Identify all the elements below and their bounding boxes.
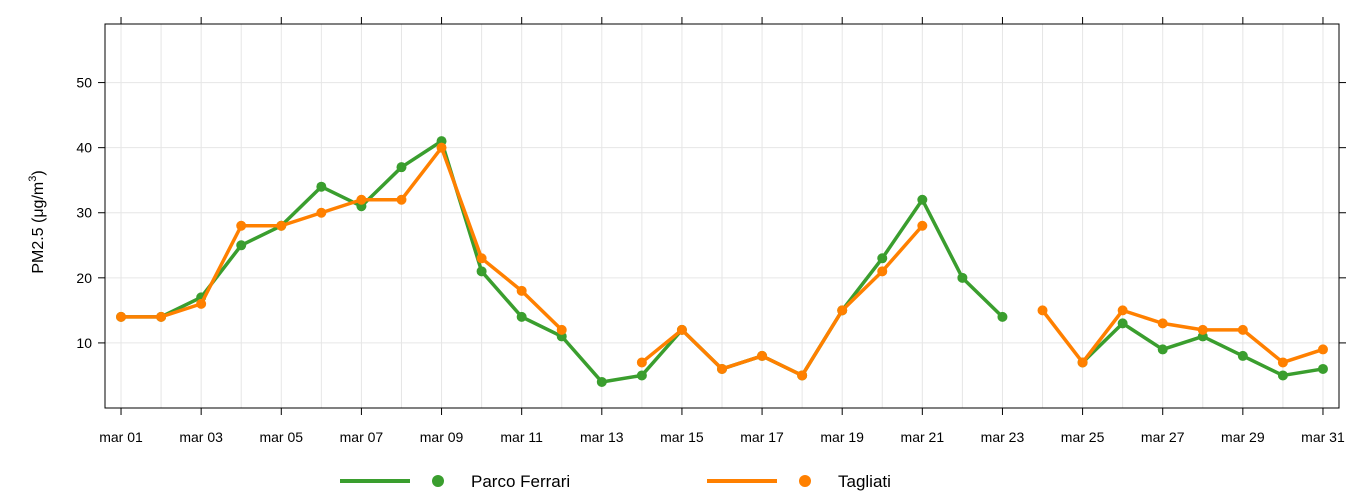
data-point — [1317, 363, 1328, 374]
data-point — [396, 194, 407, 205]
data-point — [837, 305, 848, 316]
x-tick-label: mar 05 — [259, 429, 303, 445]
data-point — [917, 220, 928, 231]
x-tick-label: mar 23 — [981, 429, 1025, 445]
x-tick-label: mar 15 — [660, 429, 704, 445]
data-point — [516, 311, 527, 322]
legend: Parco Ferrari Tagliati — [340, 472, 891, 491]
legend-marker — [432, 475, 444, 487]
y-tick-label: 40 — [76, 140, 92, 156]
data-point — [757, 350, 768, 361]
y-axis-label: PM2.5 (μg/m3) — [27, 170, 47, 273]
x-tick-label: mar 29 — [1221, 429, 1265, 445]
data-point — [316, 207, 327, 218]
data-point — [636, 370, 647, 381]
data-point — [1157, 318, 1168, 329]
x-tick-label: mar 31 — [1301, 429, 1345, 445]
y-tick-label: 50 — [76, 75, 92, 91]
data-point — [476, 266, 487, 277]
data-point — [877, 253, 888, 264]
data-point — [436, 142, 447, 153]
legend-label: Tagliati — [838, 472, 891, 491]
x-tick-label: mar 19 — [820, 429, 864, 445]
data-point — [797, 370, 808, 381]
data-point — [1117, 318, 1128, 329]
data-point — [1157, 344, 1168, 355]
data-point — [476, 253, 487, 264]
data-point — [236, 240, 247, 251]
x-tick-label: mar 01 — [99, 429, 143, 445]
x-tick-label: mar 17 — [740, 429, 784, 445]
data-point — [1037, 305, 1048, 316]
data-point — [1077, 357, 1088, 368]
series-line — [640, 224, 924, 378]
data-point — [997, 311, 1008, 322]
data-point — [877, 266, 888, 277]
gridlines — [105, 24, 1339, 408]
data-point — [957, 272, 968, 283]
y-tick-label: 30 — [76, 205, 92, 221]
data-point — [236, 220, 247, 231]
data-point — [556, 324, 567, 335]
data-point — [1277, 370, 1288, 381]
data-point — [1197, 324, 1208, 335]
series-layer — [116, 136, 1328, 387]
series-line — [1041, 308, 1324, 365]
x-tick-label: mar 11 — [500, 429, 543, 445]
x-tick-label: mar 13 — [580, 429, 624, 445]
data-point — [156, 311, 167, 322]
x-tick-label: mar 21 — [901, 429, 945, 445]
plot-frame — [104, 23, 1340, 409]
data-point — [1237, 324, 1248, 335]
data-point — [917, 194, 928, 205]
x-tick-label: mar 07 — [340, 429, 384, 445]
legend-marker — [799, 475, 811, 487]
data-point — [1117, 305, 1128, 316]
x-tick-label: mar 03 — [179, 429, 223, 445]
data-point — [516, 285, 527, 296]
data-point — [116, 311, 127, 322]
data-point — [676, 324, 687, 335]
x-tick-label: mar 09 — [420, 429, 464, 445]
data-point — [196, 298, 207, 309]
data-point — [596, 376, 607, 387]
legend-label: Parco Ferrari — [471, 472, 570, 491]
data-point — [636, 357, 647, 368]
y-tick-label: 20 — [76, 270, 92, 286]
data-point — [1277, 357, 1288, 368]
data-point — [1317, 344, 1328, 355]
data-point — [276, 220, 287, 231]
data-point — [717, 363, 727, 374]
data-point — [1237, 350, 1248, 361]
series-line — [121, 145, 563, 332]
data-point — [356, 194, 367, 205]
x-tick-label: mar 25 — [1061, 429, 1105, 445]
data-point — [316, 181, 327, 192]
x-tick-label: mar 27 — [1141, 429, 1185, 445]
data-point — [396, 162, 407, 173]
y-tick-label: 10 — [76, 335, 92, 351]
axis-ticks: 10 20 30 40 50 mar 01 mar 03 mar 05 mar 07 mar 09… — [76, 17, 1346, 445]
